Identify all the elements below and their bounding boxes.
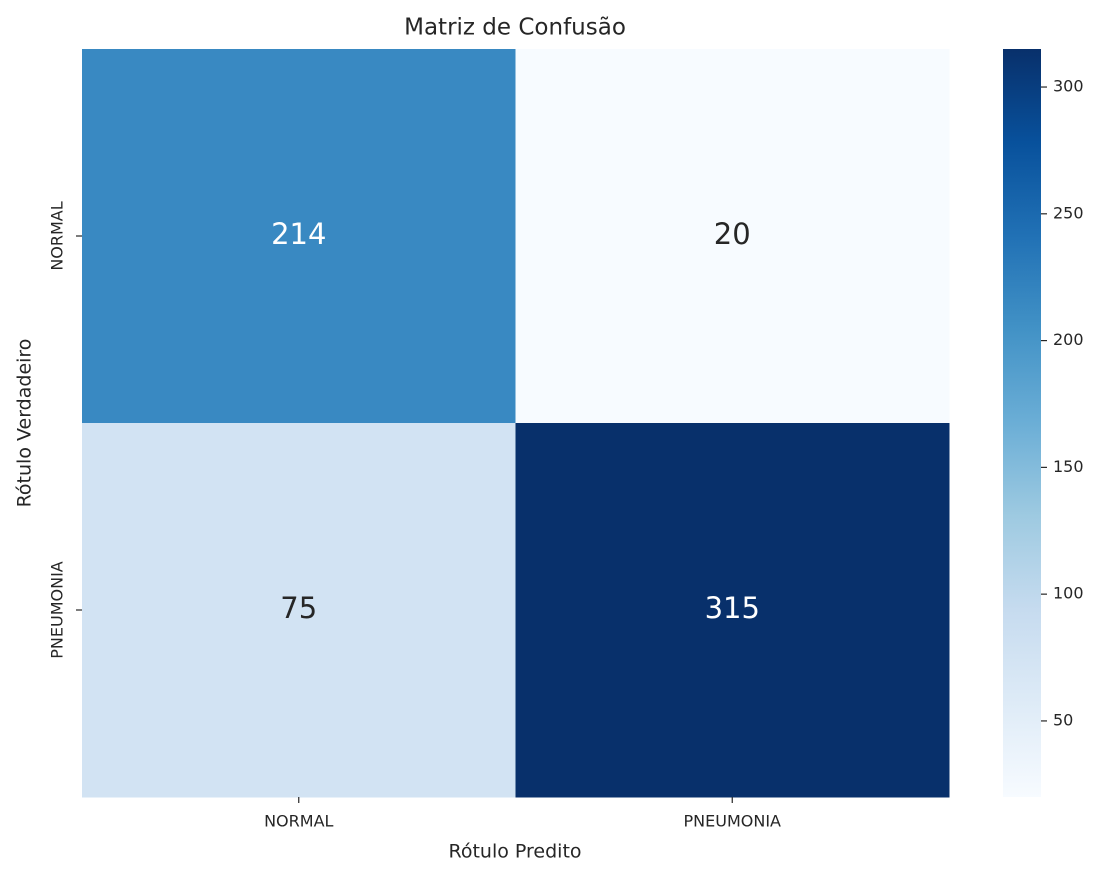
colorbar-tick-label: 200 — [1053, 330, 1084, 349]
heatmap-cell — [82, 49, 516, 424]
x-tick-label: NORMAL — [264, 812, 333, 831]
x-axis-label: Rótulo Predito — [448, 841, 581, 863]
colorbar-tick-label: 250 — [1053, 203, 1084, 222]
colorbar-tick-label: 50 — [1053, 710, 1073, 729]
chart-title: Matriz de Confusão — [404, 15, 626, 41]
heatmap-cell — [515, 49, 950, 424]
y-axis-label: Rótulo Verdadeiro — [14, 339, 36, 508]
cell-annotation: 315 — [705, 591, 760, 625]
colorbar-tick-label: 150 — [1053, 457, 1084, 476]
cell-annotation: 20 — [714, 217, 751, 251]
cell-annotation: 75 — [280, 591, 317, 625]
y-tick-label: PNEUMONIA — [48, 561, 67, 659]
x-tick-label: PNEUMONIA — [684, 812, 782, 831]
colorbar-tick-label: 100 — [1053, 584, 1084, 603]
heatmap-cell — [515, 423, 950, 798]
heatmap-cell — [82, 423, 516, 798]
cell-annotation: 214 — [271, 217, 326, 251]
colorbar-tick-label: 300 — [1053, 77, 1084, 96]
y-tick-label: NORMAL — [48, 201, 67, 270]
colorbar — [1003, 49, 1041, 797]
